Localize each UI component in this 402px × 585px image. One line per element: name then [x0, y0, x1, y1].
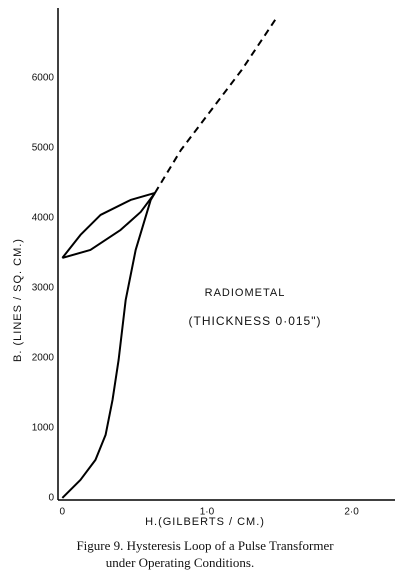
y-tick-label: 2000	[32, 353, 55, 364]
y-tick-label: 4000	[32, 213, 55, 224]
y-tick-label: 3000	[32, 283, 55, 294]
curve	[61, 192, 156, 259]
curve	[62, 192, 156, 259]
y-tick-label: 6000	[32, 73, 55, 84]
annotation: (THICKNESS 0·015")	[189, 314, 322, 328]
x-tick-label: 2·0	[344, 507, 359, 518]
annotation: RADIOMETAL	[205, 287, 286, 299]
caption: Figure 9. Hysteresis Loop of a Pulse Tra…	[76, 538, 334, 553]
x-tick-label: 0	[60, 507, 66, 518]
y-tick-label: 1000	[32, 423, 55, 434]
curve	[154, 17, 278, 194]
x-tick-label: 1·0	[200, 507, 215, 518]
y-tick-label: 5000	[32, 143, 55, 154]
x-axis-label: H.(GILBERTS / CM.)	[145, 516, 265, 528]
y-tick-label: 0	[48, 493, 54, 504]
y-axis-label: B. (LINES / SQ. CM.)	[12, 238, 24, 362]
caption: under Operating Conditions.	[106, 555, 254, 570]
curve	[61, 192, 156, 499]
